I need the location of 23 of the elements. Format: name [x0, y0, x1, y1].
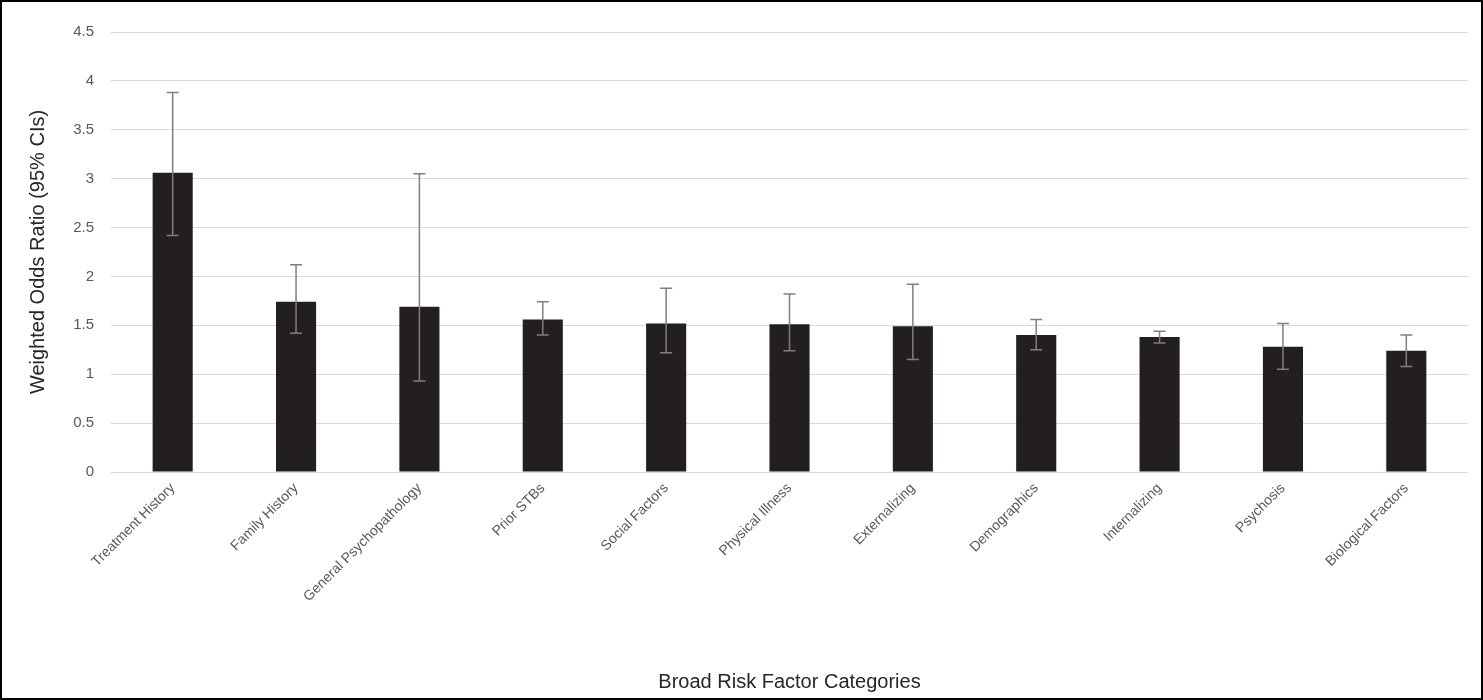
y-tick-label: 3.5	[73, 119, 94, 137]
bar	[152, 172, 193, 472]
bar	[1139, 337, 1180, 472]
bar	[399, 306, 440, 472]
y-tick-label: 4	[85, 71, 94, 89]
bar	[1262, 346, 1303, 472]
bar	[892, 326, 933, 472]
y-tick-label: 0.5	[73, 413, 94, 431]
bar	[276, 301, 317, 472]
bar	[1016, 335, 1057, 472]
y-tick-label: 1.5	[73, 315, 94, 333]
x-axis-title: Broad Risk Factor Categories	[658, 669, 921, 692]
bar	[769, 324, 810, 472]
y-tick-label: 2	[85, 266, 94, 284]
y-axis-title: Weighted Odds Ratio (95% CIs)	[25, 109, 48, 395]
bar	[1386, 350, 1427, 472]
y-tick-label: 1	[85, 364, 94, 382]
y-tick-label: 3	[85, 168, 94, 186]
bar	[522, 319, 563, 472]
y-tick-label: 4.5	[73, 22, 94, 40]
y-tick-label: 0	[85, 462, 94, 480]
y-tick-label: 2.5	[73, 217, 94, 235]
bar	[646, 323, 687, 472]
